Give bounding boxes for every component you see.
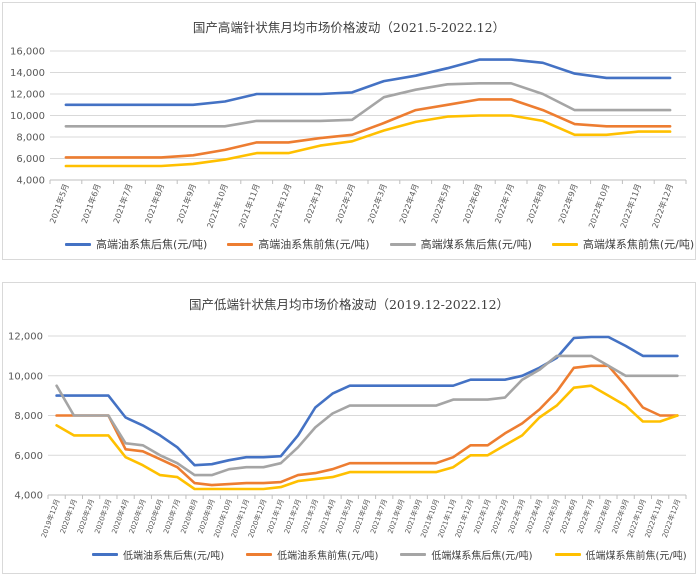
x-tick-label: 2021年6月 — [351, 498, 372, 535]
y-tick-label: 14,000 — [10, 68, 45, 79]
x-tick-label: 2020年5月 — [127, 498, 148, 535]
legend-label: 高端煤系焦后焦(元/吨) — [420, 238, 532, 251]
legend-label: 低端煤系焦后焦(元/吨) — [431, 551, 533, 562]
x-tick-label: 2021年12月 — [268, 182, 293, 229]
y-tick-label: 12,000 — [10, 90, 45, 101]
series-line — [55, 354, 679, 477]
x-tick-label: 2022年2月 — [333, 182, 357, 224]
x-tick-label: 2020年4月 — [110, 498, 131, 535]
y-tick-label: 12,000 — [8, 332, 43, 343]
high-end-chart-panel: 国产高端针状焦月均市场价格波动（2021.5-2022.12） 4,000 6,0… — [2, 2, 696, 260]
x-tick-label: 2020年9月 — [196, 498, 217, 535]
y-tick-label: 10,000 — [8, 371, 43, 382]
legend-item-low-coal-green-coke: 低端煤系焦前焦(元/吨) — [554, 547, 687, 562]
x-tick-label: 2022年5月 — [541, 498, 562, 535]
series-line — [64, 82, 672, 128]
x-tick-label: 2021年6月 — [79, 182, 103, 224]
low-end-chart-plot: 4,0006,0008,00010,00012,0002019年12月2020年… — [8, 332, 687, 539]
legend-label: 低端油系焦后焦(元/吨) — [123, 551, 225, 562]
x-tick-label: 2021年1月 — [265, 498, 286, 535]
x-tick-label: 2022年6月 — [461, 182, 485, 224]
legend-label: 低端煤系焦前焦(元/吨) — [585, 551, 687, 562]
x-tick-label: 2022年6月 — [558, 498, 579, 535]
legend-label: 低端油系焦前焦(元/吨) — [277, 551, 379, 562]
x-tick-label: 2022年3月 — [365, 182, 389, 224]
legend-swatch — [92, 553, 118, 556]
legend-item-high-coal-needle-coke: 高端煤系焦后焦(元/吨) — [389, 236, 532, 252]
y-tick-label: 8,000 — [14, 411, 43, 422]
chart-legend: 低端油系焦后焦(元/吨) 低端油系焦前焦(元/吨) 低端煤系焦后焦(元/吨) 低… — [92, 547, 687, 562]
x-tick-label: 2020年1月 — [58, 498, 79, 535]
y-tick-label: 4,000 — [14, 491, 43, 502]
series-line — [64, 58, 672, 107]
y-tick-label: 8,000 — [16, 133, 45, 144]
x-tick-label: 2021年9月 — [403, 498, 424, 535]
chart-legend: 高端油系焦后焦(元/吨) 高端油系焦前焦(元/吨) 高端煤系焦后焦(元/吨) 高… — [65, 236, 694, 252]
x-tick-label: 2022年7月 — [575, 498, 596, 535]
legend-item-low-oil-green-coke: 低端油系焦前焦(元/吨) — [246, 547, 378, 562]
series-line — [55, 384, 679, 491]
legend-swatch — [227, 242, 254, 246]
x-tick-label: 2021年2月 — [282, 498, 303, 535]
x-tick-label: 2022年1月 — [472, 498, 493, 535]
legend-item-high-oil-green-coke: 高端油系焦前焦(元/吨) — [227, 236, 370, 252]
x-tick-label: 2022年1月 — [302, 182, 326, 224]
series-line — [55, 335, 679, 467]
x-tick-label: 2022年8月 — [592, 498, 613, 535]
x-tick-label: 2021年7月 — [111, 182, 135, 224]
x-tick-label: 2022年4月 — [523, 498, 544, 535]
legend-swatch — [389, 242, 416, 246]
legend-label: 高端油系焦前焦(元/吨) — [258, 238, 370, 251]
x-tick-label: 2022年8月 — [524, 182, 548, 224]
x-tick-label: 2020年8月 — [179, 498, 200, 535]
x-tick-label: 2020年3月 — [92, 498, 113, 535]
chart-title: 国产高端针状焦月均市场价格波动（2021.5-2022.12） — [192, 20, 506, 35]
x-tick-label: 2022年11月 — [618, 182, 643, 229]
x-tick-label: 2021年11月 — [236, 182, 261, 229]
x-tick-label: 2021年5月 — [334, 498, 355, 535]
x-tick-label: 2022年2月 — [489, 498, 510, 535]
y-tick-label: 4,000 — [16, 176, 45, 187]
x-tick-label: 2021年5月 — [47, 182, 71, 224]
legend-item-low-coal-needle-coke: 低端煤系焦后焦(元/吨) — [400, 547, 533, 562]
x-tick-label: 2021年4月 — [317, 498, 338, 535]
x-tick-label: 2020年7月 — [161, 498, 182, 535]
x-tick-label: 2022年3月 — [506, 498, 527, 535]
x-tick-label: 2020年6月 — [144, 498, 165, 535]
legend-item-high-oil-needle-coke: 高端油系焦后焦(元/吨) — [65, 236, 207, 252]
x-tick-label: 2022年12月 — [650, 182, 675, 229]
x-tick-label: 2022年9月 — [556, 182, 580, 224]
legend-swatch — [400, 553, 427, 556]
x-tick-label: 2022年10月 — [586, 182, 611, 229]
series-line — [64, 114, 672, 168]
x-tick-label: 2020年2月 — [75, 498, 96, 535]
high-end-chart-plot: 4,000 6,000 8,000 10,000 12,000 14,000 16,000 2… — [10, 47, 687, 229]
x-tick-label: 2022年4月 — [397, 182, 421, 224]
legend-swatch — [551, 242, 578, 246]
x-tick-label: 2021年8月 — [385, 498, 406, 535]
y-tick-label: 16,000 — [10, 47, 45, 58]
x-tick-label: 2022年9月 — [610, 498, 631, 535]
y-tick-label: 10,000 — [10, 111, 45, 122]
x-tick-label: 2021年8月 — [143, 182, 167, 224]
y-tick-label: 6,000 — [14, 451, 43, 462]
x-tick-label: 2021年7月 — [368, 498, 389, 535]
x-tick-label: 2021年9月 — [174, 182, 198, 224]
low-end-chart-panel: 国产低端针状焦月均市场价格波动（2019.12-2022.12） 4,000 6,… — [2, 282, 696, 574]
series-line — [64, 98, 672, 159]
y-tick-label: 6,000 — [16, 154, 45, 165]
series-line — [55, 364, 679, 487]
x-tick-label: 2022年7月 — [492, 182, 516, 224]
x-tick-label: 2022年5月 — [429, 182, 453, 224]
legend-swatch — [554, 553, 581, 556]
legend-item-high-coal-green-coke: 高端煤系焦前焦(元/吨) — [551, 236, 695, 252]
legend-swatch — [65, 242, 91, 246]
legend-swatch — [246, 553, 273, 556]
legend-label: 高端油系焦后焦(元/吨) — [96, 238, 208, 251]
legend-label: 高端煤系焦前焦(元/吨) — [582, 238, 695, 251]
x-tick-label: 2021年3月 — [299, 498, 320, 535]
chart-title: 国产低端针状焦月均市场价格波动（2019.12-2022.12） — [188, 297, 510, 312]
legend-item-low-oil-needle-coke: 低端油系焦后焦(元/吨) — [92, 547, 224, 562]
x-tick-label: 2021年10月 — [204, 182, 229, 229]
